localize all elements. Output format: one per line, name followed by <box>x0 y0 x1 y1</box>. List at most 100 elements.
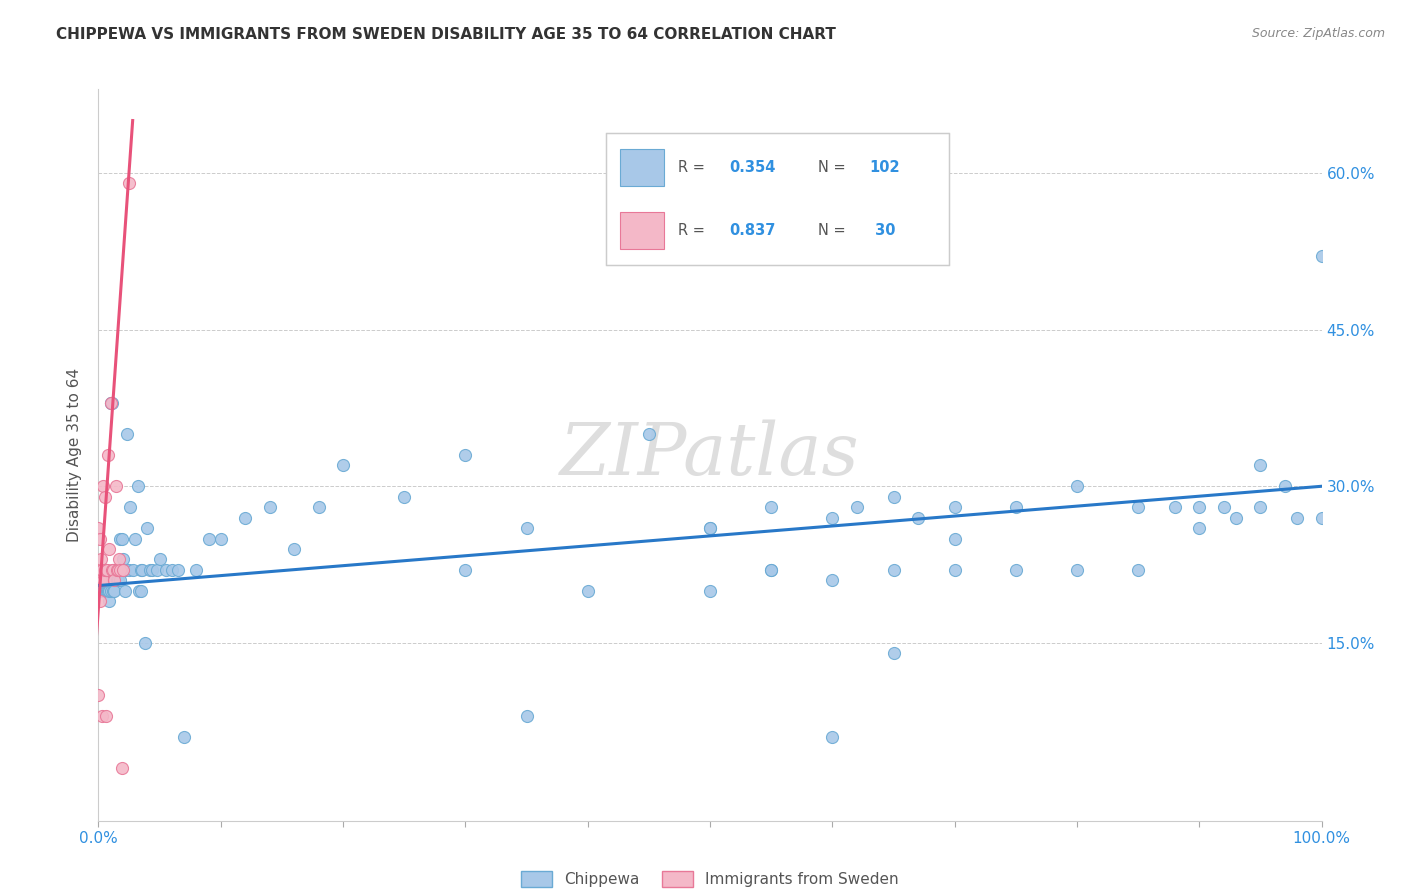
Point <box>100 395 122 409</box>
Text: ZIPatlas: ZIPatlas <box>560 419 860 491</box>
Point <box>139 563 162 577</box>
Point <box>93 490 115 504</box>
Point <box>121 563 143 577</box>
Legend: Chippewa, Immigrants from Sweden: Chippewa, Immigrants from Sweden <box>515 865 905 892</box>
Point <box>515 521 537 535</box>
Point <box>1310 249 1333 263</box>
Point <box>821 510 844 524</box>
Point <box>761 563 783 577</box>
Point <box>1188 500 1211 515</box>
Point <box>454 563 477 577</box>
Point <box>1286 510 1309 524</box>
Point <box>112 563 135 577</box>
Point <box>91 574 114 588</box>
Point <box>94 709 117 723</box>
Text: CHIPPEWA VS IMMIGRANTS FROM SWEDEN DISABILITY AGE 35 TO 64 CORRELATION CHART: CHIPPEWA VS IMMIGRANTS FROM SWEDEN DISAB… <box>56 27 837 42</box>
Point <box>90 552 112 566</box>
Point <box>97 448 120 462</box>
Point <box>845 500 868 515</box>
Point <box>127 479 149 493</box>
Point <box>1164 500 1187 515</box>
Point <box>332 458 354 473</box>
Point <box>96 574 118 588</box>
Point <box>699 583 721 598</box>
Point <box>136 521 159 535</box>
Point <box>761 563 783 577</box>
Point <box>94 563 117 577</box>
Point <box>90 563 112 577</box>
Point <box>93 563 115 577</box>
Point <box>103 574 125 588</box>
Point <box>128 583 150 598</box>
Point <box>108 563 131 577</box>
Point <box>129 563 152 577</box>
Point <box>392 490 416 504</box>
Point <box>93 583 115 598</box>
Point <box>283 541 305 556</box>
Text: Source: ZipAtlas.com: Source: ZipAtlas.com <box>1251 27 1385 40</box>
Point <box>146 563 169 577</box>
Point <box>907 510 929 524</box>
Point <box>883 490 905 504</box>
Point <box>111 761 134 775</box>
Point <box>821 730 844 744</box>
Point <box>111 552 134 566</box>
Point <box>96 583 118 598</box>
Point <box>1128 500 1150 515</box>
Point <box>454 448 477 462</box>
Point <box>100 395 122 409</box>
Point <box>883 647 905 661</box>
Point <box>108 552 131 566</box>
Point <box>115 427 138 442</box>
Point <box>155 563 177 577</box>
Point <box>1004 563 1026 577</box>
Point <box>114 583 136 598</box>
Point <box>699 521 721 535</box>
Point <box>97 583 120 598</box>
Point <box>110 532 132 546</box>
Point <box>89 563 111 577</box>
Point <box>91 583 114 598</box>
Point <box>111 532 134 546</box>
Point <box>167 563 190 577</box>
Point <box>1225 510 1247 524</box>
Point <box>101 563 124 577</box>
Point <box>97 574 120 588</box>
Point <box>134 636 156 650</box>
Point <box>118 176 141 190</box>
Point <box>111 563 134 577</box>
Point <box>943 532 966 546</box>
Point <box>96 563 118 577</box>
Point <box>233 510 256 524</box>
Point <box>98 541 121 556</box>
Point <box>131 563 153 577</box>
Point <box>110 563 132 577</box>
Point <box>197 532 219 546</box>
Point <box>943 500 966 515</box>
Point <box>98 583 121 598</box>
Point <box>91 709 114 723</box>
Point <box>638 427 661 442</box>
Point <box>105 563 128 577</box>
Point <box>91 563 114 577</box>
Point <box>1310 510 1333 524</box>
Point <box>118 563 141 577</box>
Point <box>94 583 117 598</box>
Point <box>91 479 114 493</box>
Point <box>98 594 121 608</box>
Point <box>1188 521 1211 535</box>
Point <box>515 709 537 723</box>
Point <box>1212 500 1234 515</box>
Point <box>91 583 114 598</box>
Point <box>209 532 232 546</box>
Point <box>103 583 125 598</box>
Point <box>90 583 112 598</box>
Point <box>1066 563 1088 577</box>
Point <box>699 521 721 535</box>
Point <box>124 532 146 546</box>
Point <box>141 563 163 577</box>
Y-axis label: Disability Age 35 to 64: Disability Age 35 to 64 <box>67 368 83 542</box>
Point <box>120 500 142 515</box>
Point <box>761 500 783 515</box>
Point <box>129 583 152 598</box>
